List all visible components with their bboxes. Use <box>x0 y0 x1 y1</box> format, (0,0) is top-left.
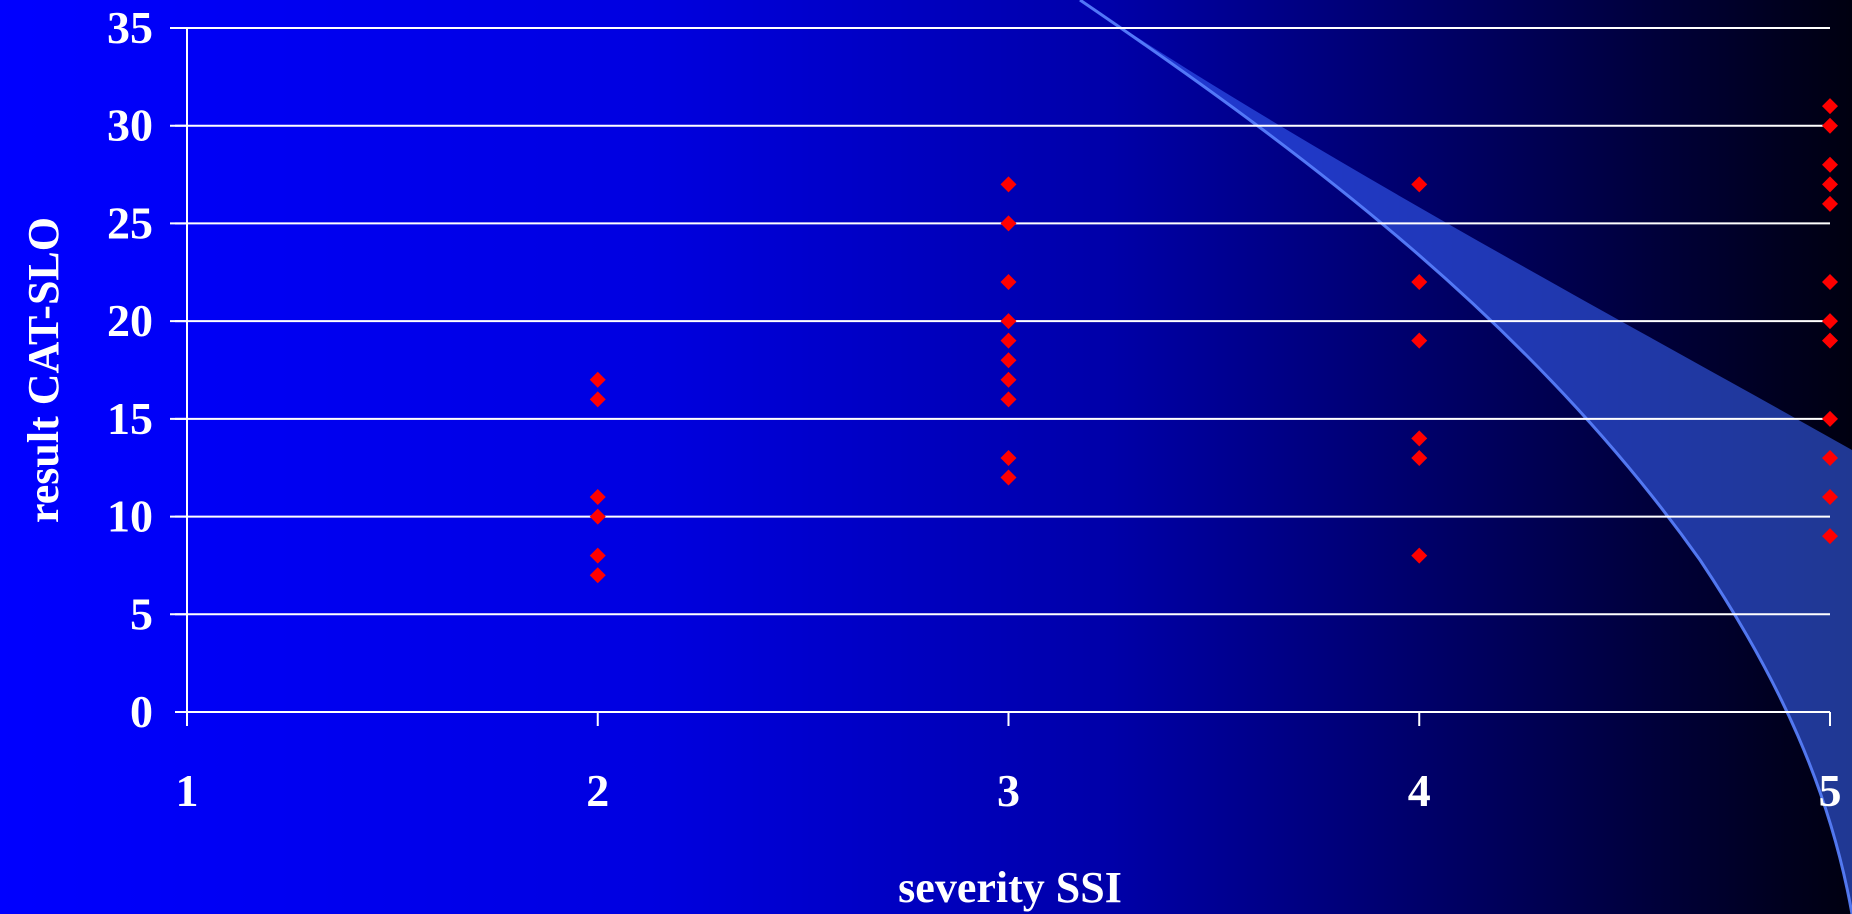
y-tick-label: 15 <box>107 393 153 444</box>
x-tick-label: 4 <box>1408 765 1431 816</box>
data-point <box>1822 157 1838 173</box>
data-point <box>1411 548 1427 564</box>
data-point <box>1001 333 1017 349</box>
x-tick-label: 2 <box>586 765 609 816</box>
y-tick-labels: 0 5 10 15 20 25 30 35 <box>107 2 153 737</box>
data-point <box>1411 333 1427 349</box>
data-point <box>1822 176 1838 192</box>
data-point <box>1001 274 1017 290</box>
data-point <box>1411 450 1427 466</box>
background-swoosh <box>1080 0 1852 914</box>
data-point <box>1411 176 1427 192</box>
data-point <box>1822 333 1838 349</box>
y-tick-label: 0 <box>130 686 153 737</box>
data-point <box>590 391 606 407</box>
data-point <box>1001 450 1017 466</box>
data-point <box>590 489 606 505</box>
y-tick-label: 5 <box>130 588 153 639</box>
data-point <box>1411 430 1427 446</box>
data-point <box>1822 274 1838 290</box>
data-point <box>1001 176 1017 192</box>
data-point <box>1001 391 1017 407</box>
data-point <box>590 372 606 388</box>
x-tick-label: 3 <box>997 765 1020 816</box>
gridlines <box>170 28 1830 614</box>
y-tick-label: 10 <box>107 491 153 542</box>
data-point <box>1001 372 1017 388</box>
x-tick-label: 5 <box>1819 765 1842 816</box>
data-point <box>1822 411 1838 427</box>
data-point <box>590 509 606 525</box>
y-tick-label: 20 <box>107 295 153 346</box>
x-tick-label: 1 <box>176 765 199 816</box>
data-point <box>590 548 606 564</box>
data-point <box>1001 352 1017 368</box>
data-point <box>1822 196 1838 212</box>
y-tick-label: 30 <box>107 100 153 151</box>
data-point <box>590 567 606 583</box>
x-tick-labels: 1 2 3 4 5 <box>176 765 1842 816</box>
data-point <box>1001 313 1017 329</box>
y-axis-title: result CAT-SLO <box>19 217 68 523</box>
data-point <box>1822 98 1838 114</box>
x-axis-title: severity SSI <box>898 863 1122 912</box>
data-point <box>1001 469 1017 485</box>
y-tick-label: 35 <box>107 2 153 53</box>
data-point <box>1411 274 1427 290</box>
data-point <box>1001 215 1017 231</box>
y-tick-label: 25 <box>107 197 153 248</box>
data-point <box>1822 313 1838 329</box>
data-point <box>1822 118 1838 134</box>
